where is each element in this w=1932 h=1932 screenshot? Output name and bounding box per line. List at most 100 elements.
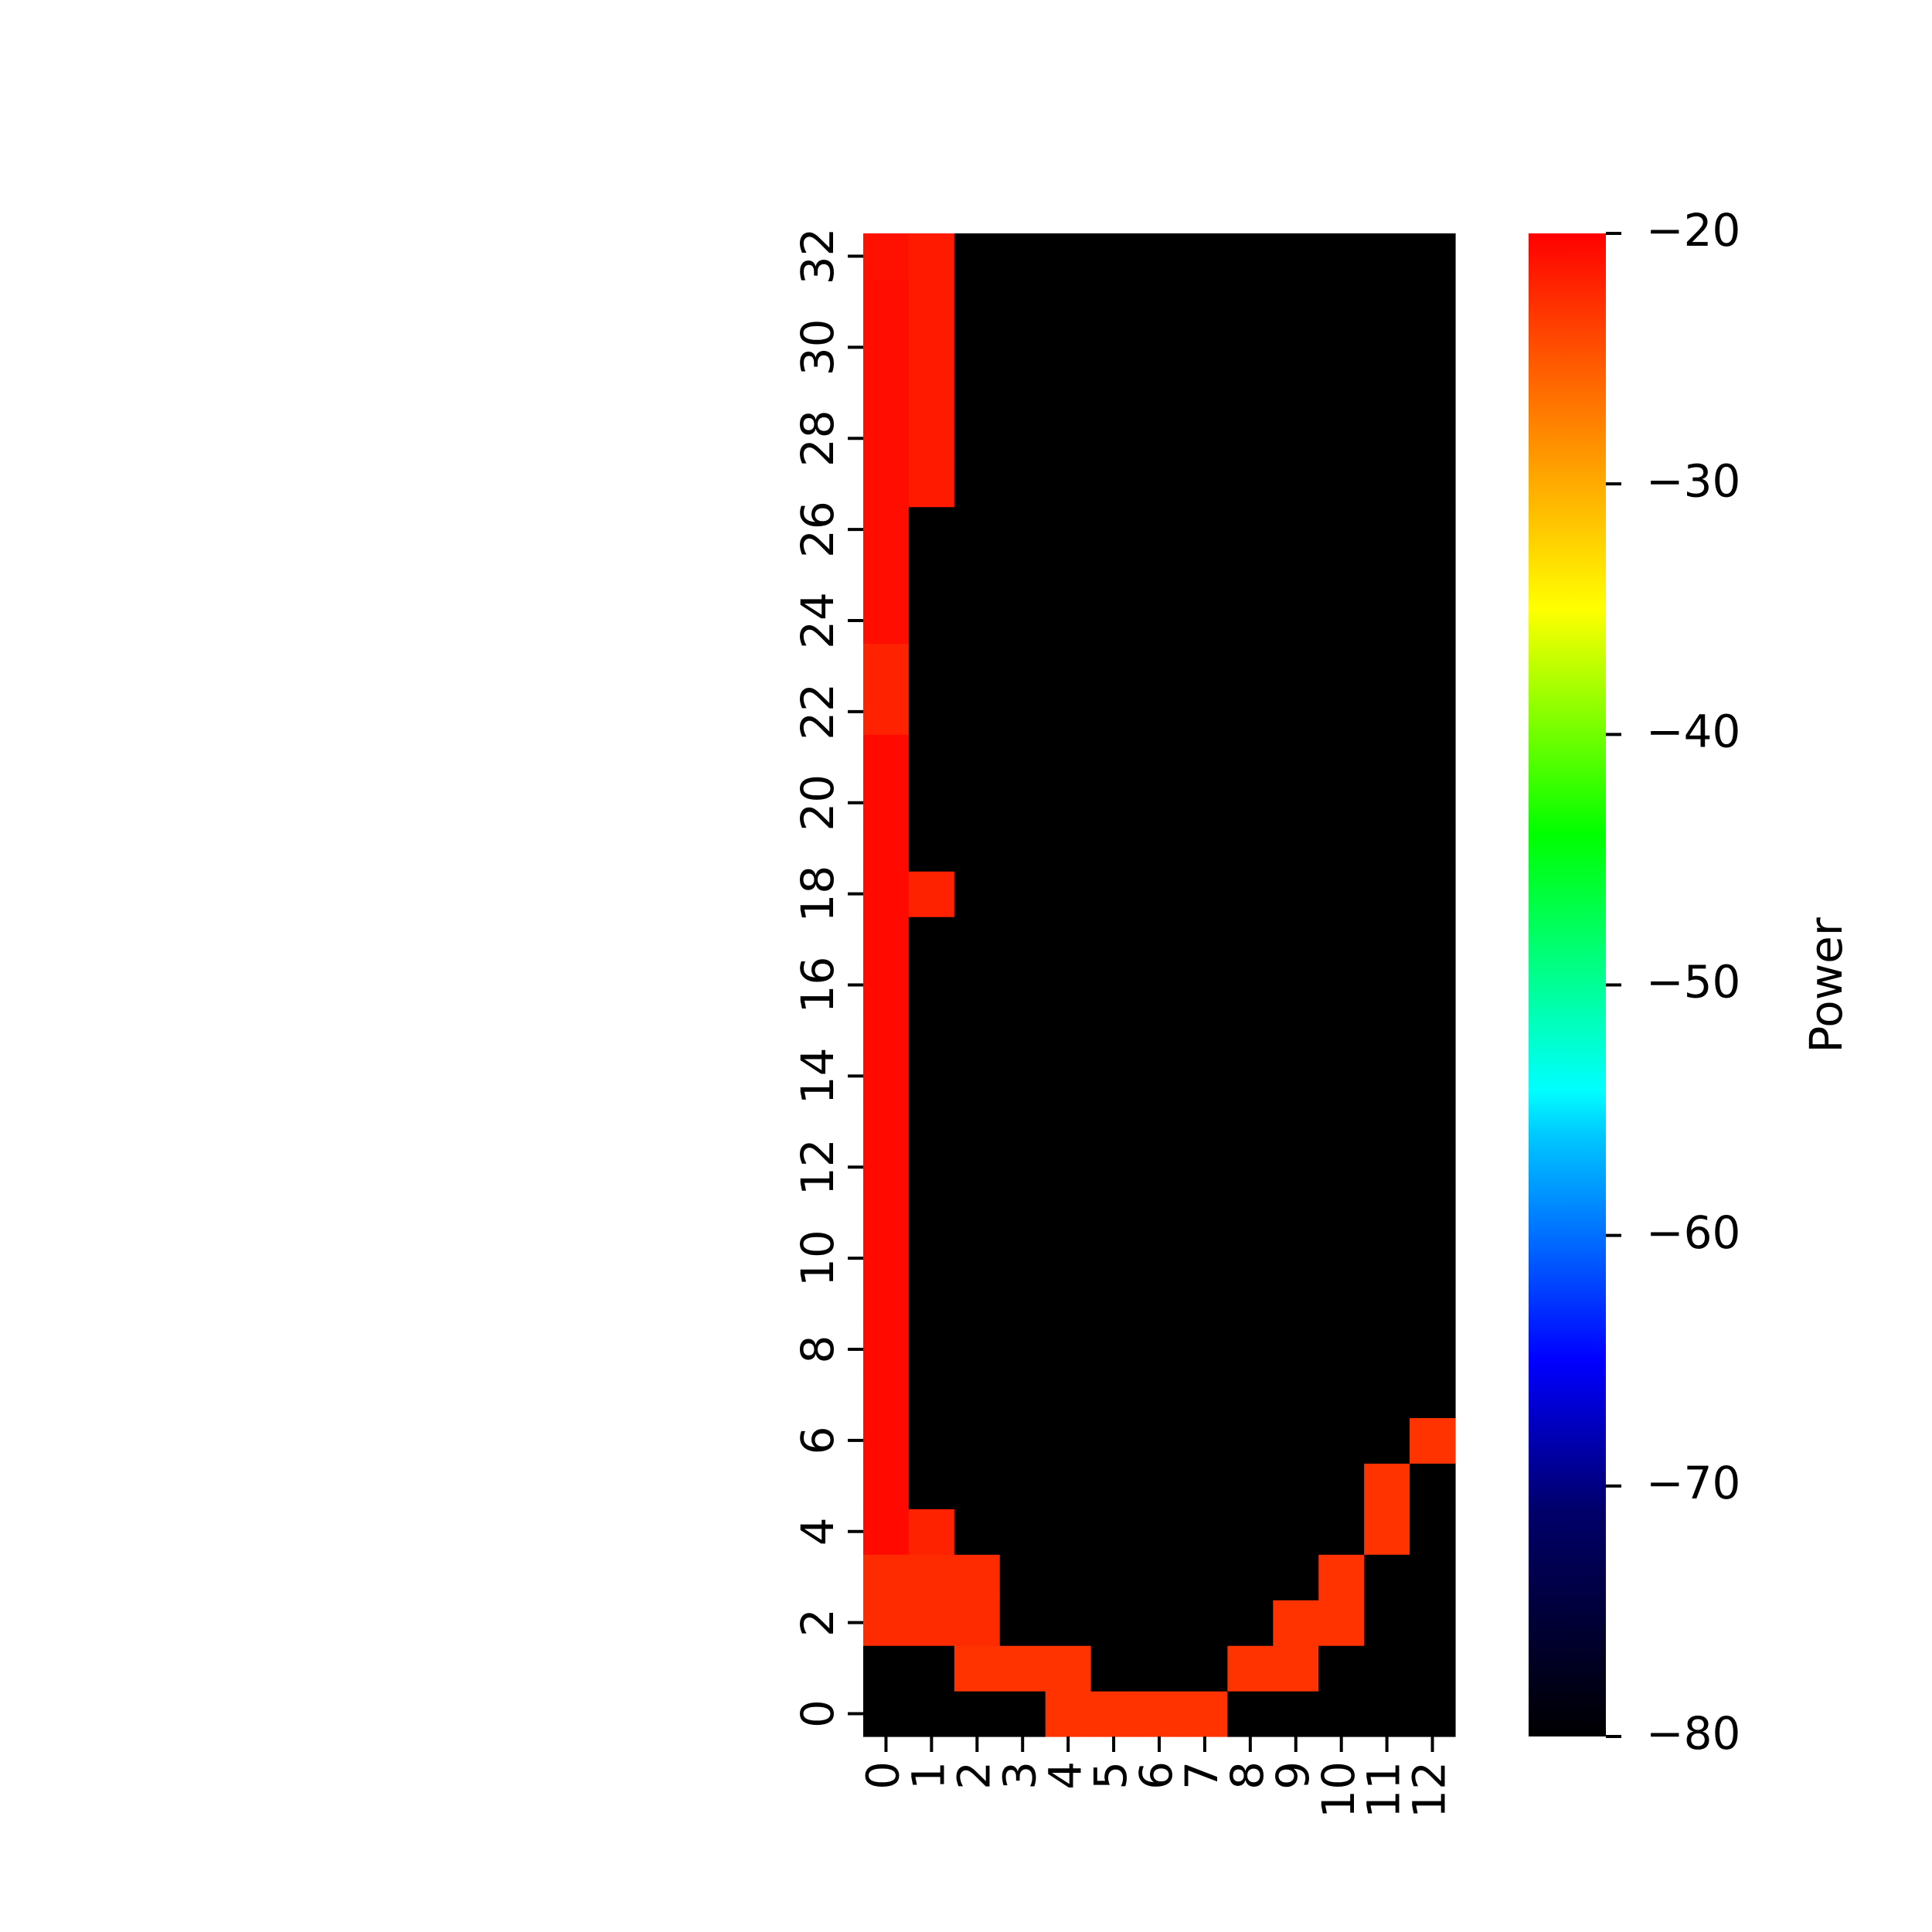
heatmap-cell <box>1410 1691 1456 1737</box>
heatmap-cell <box>1045 597 1092 645</box>
heatmap-cell <box>863 1554 910 1600</box>
heatmap-cell <box>908 324 955 371</box>
heatmap-cell <box>999 552 1046 599</box>
heatmap-cell <box>863 1417 910 1464</box>
heatmap-cell <box>1182 1326 1228 1373</box>
heatmap-cell <box>908 1372 955 1419</box>
heatmap-cell <box>954 734 1001 781</box>
heatmap-cell <box>1136 643 1183 689</box>
heatmap-cell <box>1273 1509 1319 1555</box>
heatmap-cell <box>1410 643 1456 689</box>
heatmap-cell <box>1364 1691 1410 1737</box>
heatmap-cell <box>1045 1417 1092 1464</box>
y-tick-label: 4 <box>791 1517 844 1546</box>
heatmap-cell <box>1182 597 1228 645</box>
heatmap-cell <box>1136 278 1183 325</box>
heatmap-cell <box>1182 917 1228 963</box>
heatmap-cell <box>863 1326 910 1373</box>
heatmap-cell <box>908 415 955 462</box>
colorbar-tick-label: −50 <box>1646 956 1740 1009</box>
heatmap-cell <box>863 1053 910 1100</box>
heatmap-cell <box>1364 643 1410 689</box>
heatmap-cell <box>1090 1326 1138 1373</box>
heatmap-cell <box>863 1691 910 1737</box>
heatmap-cell <box>863 643 910 689</box>
heatmap-cell <box>1090 643 1138 689</box>
heatmap-cell <box>1273 1326 1319 1373</box>
heatmap-cell <box>1136 1326 1183 1373</box>
heatmap-cell <box>999 1326 1046 1373</box>
heatmap-cell <box>1136 324 1183 371</box>
heatmap-cell <box>999 1417 1046 1464</box>
heatmap-cell <box>1273 1554 1319 1600</box>
x-tick-label: 3 <box>993 1761 1046 1790</box>
heatmap-cell <box>1136 506 1183 553</box>
heatmap-cell <box>1273 871 1319 917</box>
y-tick-label: 2 <box>791 1608 844 1637</box>
heatmap-cell <box>1410 1645 1456 1692</box>
heatmap-cell <box>1090 1600 1138 1646</box>
heatmap-cell <box>908 1235 955 1282</box>
heatmap-cell <box>1318 324 1365 371</box>
y-tick-label: 28 <box>791 410 844 467</box>
heatmap-cell <box>1410 1098 1456 1145</box>
heatmap-cell <box>1273 825 1319 872</box>
heatmap-cell <box>1182 1098 1228 1145</box>
heatmap-cell <box>1318 1235 1365 1282</box>
heatmap-cell <box>863 1281 910 1328</box>
heatmap-cell <box>1273 1053 1319 1100</box>
heatmap-cell <box>1090 1372 1138 1419</box>
heatmap-cell <box>1364 734 1410 781</box>
heatmap-cell <box>1136 1189 1183 1236</box>
heatmap-cell <box>1182 1281 1228 1328</box>
heatmap-cell <box>863 1509 910 1555</box>
heatmap-cell <box>1273 324 1319 371</box>
heatmap-cell <box>1045 780 1092 826</box>
heatmap-cell <box>1182 871 1228 917</box>
heatmap-cell <box>1364 689 1410 735</box>
heatmap-cell <box>1410 1554 1456 1600</box>
heatmap-cell <box>1182 1691 1228 1737</box>
heatmap-cell <box>1090 1235 1138 1282</box>
heatmap-cell <box>863 871 910 917</box>
x-tick-label: 7 <box>1175 1761 1228 1790</box>
heatmap-cell <box>1045 369 1092 417</box>
heatmap-cell <box>954 1098 1001 1145</box>
heatmap-cell <box>1227 825 1274 872</box>
heatmap-cell <box>1227 1007 1274 1054</box>
x-tick-label: 4 <box>1039 1761 1091 1790</box>
heatmap-cell <box>1318 1417 1365 1464</box>
heatmap-cell <box>1318 1463 1365 1509</box>
heatmap-cell <box>1410 1281 1456 1328</box>
heatmap-cell <box>1136 597 1183 645</box>
heatmap-cell <box>1364 1372 1410 1419</box>
heatmap-cell <box>863 1463 910 1509</box>
heatmap-cell <box>863 278 910 325</box>
heatmap-cell <box>1318 1053 1365 1100</box>
heatmap-cell <box>999 734 1046 781</box>
heatmap-cell <box>1273 643 1319 689</box>
heatmap-cell <box>908 689 955 735</box>
heatmap-cell <box>863 415 910 462</box>
heatmap-cell <box>1045 1326 1092 1373</box>
heatmap-cell <box>908 734 955 781</box>
heatmap-cell <box>1136 1372 1183 1419</box>
heatmap-cell <box>908 780 955 826</box>
heatmap-cell <box>863 1007 910 1054</box>
heatmap-cell <box>1045 825 1092 872</box>
heatmap-cell <box>1318 962 1365 1009</box>
heatmap-cell <box>1045 1235 1092 1282</box>
heatmap-cell <box>1410 871 1456 917</box>
heatmap-cell <box>1273 962 1319 1009</box>
heatmap-cell <box>1090 1007 1138 1054</box>
heatmap-cell <box>1136 1463 1183 1509</box>
heatmap-cell <box>1090 962 1138 1009</box>
heatmap-cell <box>1410 1509 1456 1555</box>
heatmap-cell <box>1410 597 1456 645</box>
heatmap-cell <box>954 1600 1001 1646</box>
heatmap-cell <box>1318 415 1365 462</box>
heatmap-cell <box>954 643 1001 689</box>
heatmap-cell <box>1182 689 1228 735</box>
heatmap-cell <box>1045 1007 1092 1054</box>
